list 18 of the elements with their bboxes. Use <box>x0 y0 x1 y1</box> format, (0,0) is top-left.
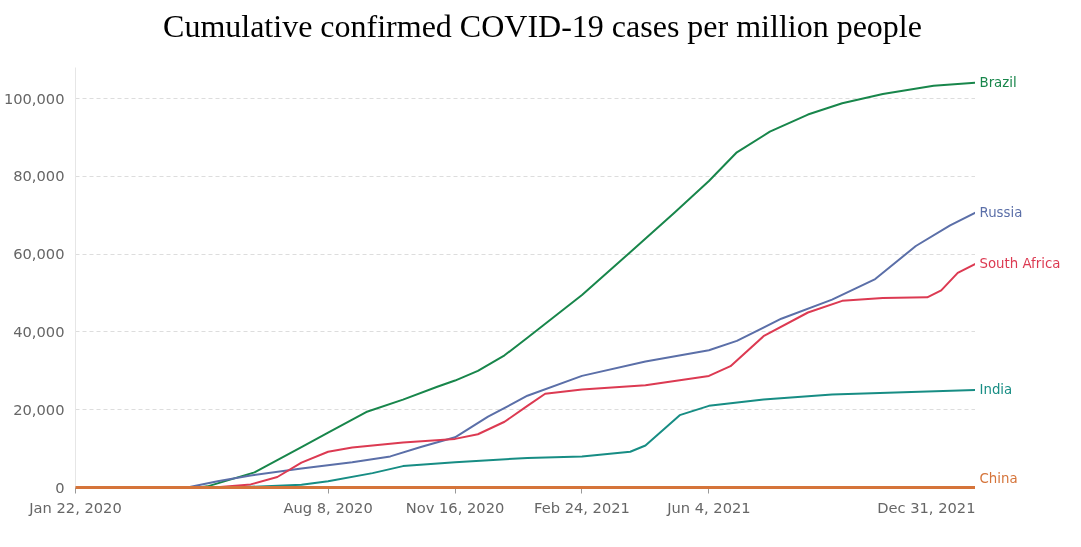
x-tick-label: Jan 22, 2020 <box>28 498 122 516</box>
chart-title: Cumulative confirmed COVID-19 cases per million people <box>163 7 922 46</box>
series-label: China <box>979 470 1018 486</box>
y-tick-label: 100,000 <box>3 89 65 107</box>
series-label: India <box>979 382 1013 398</box>
y-tick-label: 0 <box>55 478 65 496</box>
y-tick-label: 60,000 <box>13 244 65 262</box>
y-tick-label: 40,000 <box>13 322 65 340</box>
y-tick-label: 80,000 <box>13 167 65 185</box>
x-tick-label: Nov 16, 2020 <box>405 498 505 516</box>
series-label: Brazil <box>979 74 1017 90</box>
x-tick-label: Feb 24, 2021 <box>534 498 630 516</box>
series-label: South Africa <box>979 256 1061 272</box>
x-tick-label: Aug 8, 2020 <box>283 498 373 516</box>
y-tick-label: 20,000 <box>13 400 65 418</box>
x-tick-label: Dec 31, 2021 <box>877 498 976 516</box>
x-tick-label: Jun 4, 2021 <box>666 498 751 516</box>
series-label: Russia <box>979 204 1023 220</box>
